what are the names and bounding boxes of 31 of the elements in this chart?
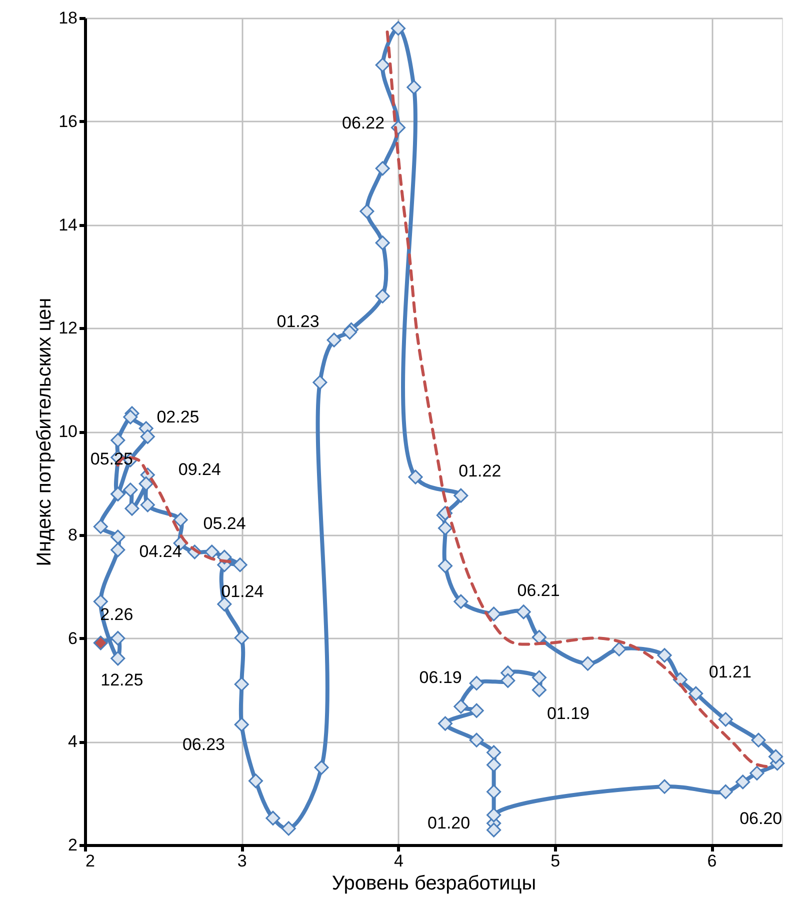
annotation: 06.23 bbox=[182, 734, 225, 754]
annotation: 12.25 bbox=[100, 670, 144, 690]
y-tick-label: 12 bbox=[58, 318, 78, 338]
y-tick-label: 4 bbox=[68, 732, 78, 752]
annotation: 01.20 bbox=[428, 813, 470, 832]
x-tick-label: 4 bbox=[394, 852, 404, 870]
annotation: 01.19 bbox=[546, 704, 590, 723]
x-tick-label: 6 bbox=[707, 852, 717, 870]
y-axis-title: Индекс потребительских цен bbox=[34, 298, 56, 566]
annotation: 06.22 bbox=[342, 114, 385, 133]
annotation: 05.24 bbox=[203, 514, 246, 533]
annotation: 06.21 bbox=[517, 580, 560, 600]
x-tick-label: 3 bbox=[237, 852, 247, 870]
annotation: 06.19 bbox=[419, 668, 462, 688]
annotation: 01.23 bbox=[276, 312, 320, 332]
annotation: 01.21 bbox=[708, 662, 752, 682]
y-tick-label: 14 bbox=[58, 215, 78, 234]
annotation: 04.24 bbox=[139, 542, 182, 562]
y-tick-label: 6 bbox=[68, 628, 78, 648]
annotation: 09.24 bbox=[178, 460, 221, 479]
annotation: 06.20 bbox=[740, 808, 782, 828]
x-axis-title: Уровень безработицы bbox=[332, 872, 536, 894]
y-tick-label: 8 bbox=[68, 525, 78, 544]
x-tick-label: 2 bbox=[86, 852, 95, 870]
y-tick-label: 2 bbox=[68, 836, 78, 854]
y-tick-label: 18 bbox=[58, 8, 78, 28]
annotation: 01.22 bbox=[458, 462, 502, 481]
y-tick-label: 10 bbox=[58, 422, 78, 441]
y-tick-label: 16 bbox=[58, 112, 78, 131]
x-tick-label: 5 bbox=[550, 852, 560, 870]
annotation: 02.25 bbox=[156, 407, 200, 426]
